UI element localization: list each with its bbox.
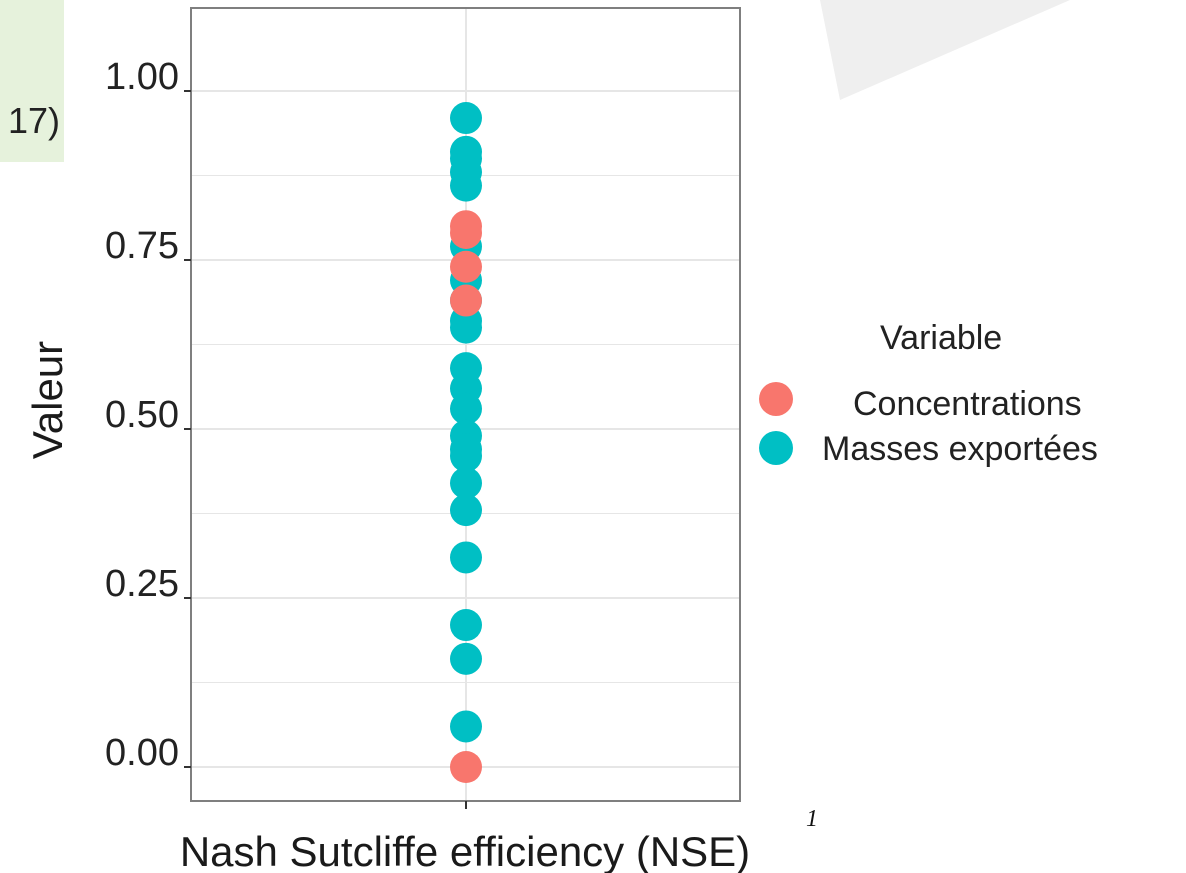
y-axis-title: Valeur [24,341,71,459]
point-concentrations [450,250,482,283]
point-concentrations [450,751,482,783]
y-tick-label: 1.00 [105,56,179,98]
legend: Variable Concentrations Masses exportées [759,319,1098,468]
decorative-wedge-shape [820,0,1070,100]
decorative-wedge [820,0,1070,100]
y-tick-label: 0.25 [105,563,179,605]
legend-label-concentrations: Concentrations [853,385,1082,423]
point-masses-exportees [450,169,482,202]
y-tick-label: 0.75 [105,225,179,267]
corner-highlight-box [0,0,64,162]
point-masses-exportees [450,467,482,500]
legend-title: Variable [880,319,1002,357]
legend-key-concentrations [759,382,793,416]
point-masses-exportees [450,541,482,574]
point-masses-exportees [450,642,482,675]
point-concentrations [450,284,482,317]
y-tick-label: 0.50 [105,394,179,436]
point-masses-exportees [450,392,482,425]
point-masses-exportees [450,494,482,527]
legend-key-masses-exportees [759,431,793,465]
point-concentrations [450,216,482,249]
y-axis: 0.00 0.25 0.50 0.75 1.00 [105,56,191,774]
point-masses-exportees [450,710,482,743]
point-masses-exportees [450,102,482,135]
x-axis-title: Nash Sutcliffe efficiency (NSE) [180,828,750,873]
y-tick-label: 0.00 [105,732,179,774]
data-points [450,102,482,783]
corner-text-fragment: 17) [7,100,60,141]
legend-label-masses-exportees: Masses exportées [822,430,1098,468]
point-masses-exportees [450,311,482,344]
x-axis-footnote-marker: 1 [806,806,818,832]
point-masses-exportees [450,440,482,473]
point-masses-exportees [450,609,482,642]
